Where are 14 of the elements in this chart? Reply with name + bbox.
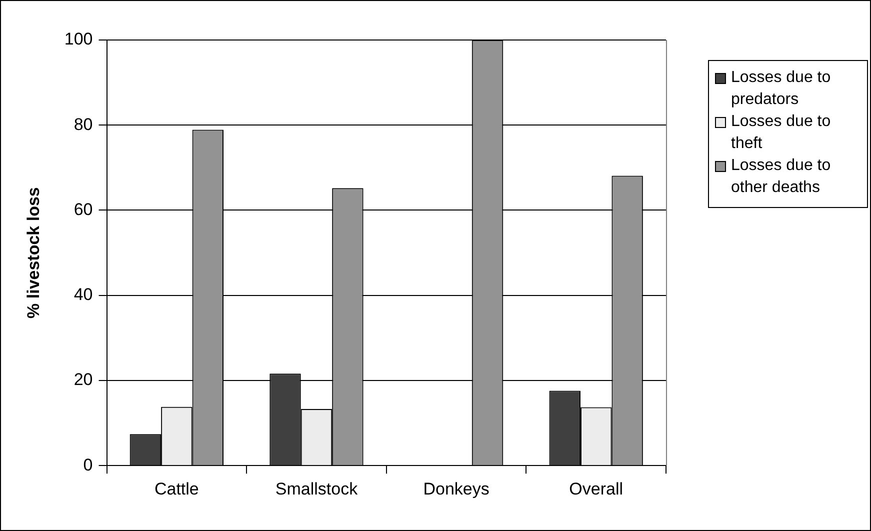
y-tick-label: 100 bbox=[64, 30, 93, 49]
legend-label: Losses due to predators bbox=[731, 68, 832, 110]
x-tick-label: Donkeys bbox=[423, 479, 490, 498]
legend-label: Losses due to other deaths bbox=[731, 156, 832, 198]
y-tick-label: 0 bbox=[83, 455, 93, 474]
y-axis-title: % livestock loss bbox=[24, 187, 43, 318]
y-tick-label: 20 bbox=[74, 370, 93, 390]
y-tick-label: 40 bbox=[74, 285, 93, 304]
legend-label: Losses due to theft bbox=[731, 112, 832, 154]
x-tick-label: Overall bbox=[569, 479, 624, 498]
x-tick-label: Cattle bbox=[154, 479, 199, 498]
x-tick-label: Smallstock bbox=[275, 479, 358, 498]
y-tick-label: 60 bbox=[74, 200, 93, 219]
y-tick-label: 80 bbox=[74, 114, 93, 134]
